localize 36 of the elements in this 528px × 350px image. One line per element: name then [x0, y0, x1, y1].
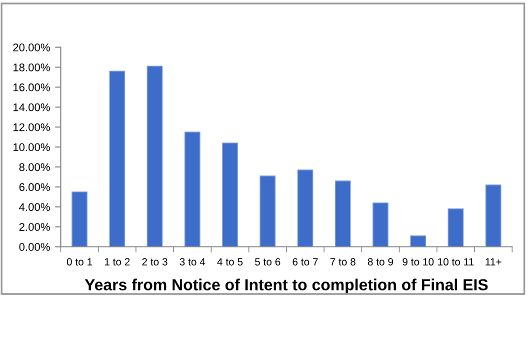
x-tick-label: 0 to 1	[66, 258, 92, 266]
bar	[109, 70, 126, 247]
bar	[72, 191, 88, 247]
x-tick-label: 10 to 11	[438, 258, 474, 266]
y-tick-label: 4.00%	[19, 203, 50, 211]
bar	[184, 132, 200, 247]
bar	[260, 176, 276, 247]
bar	[372, 202, 388, 247]
bar	[334, 180, 351, 247]
x-axis-title: Years from Notice of Intent to completion of Final EIS	[84, 278, 488, 294]
y-tick-label: 14.00%	[13, 103, 50, 112]
x-tick-label: 8 to 9	[368, 258, 394, 266]
x-tick-label: 4 to 5	[217, 258, 243, 266]
x-tick-label: 2 to 3	[142, 258, 168, 266]
bar	[485, 184, 502, 247]
x-tick-label: 9 to 10	[402, 258, 434, 266]
y-tick-label: 18.00%	[13, 63, 50, 72]
bar	[146, 66, 163, 247]
x-tick-label: 11+	[486, 258, 502, 266]
y-tick-label: 12.00%	[13, 123, 50, 132]
bar	[410, 235, 426, 247]
x-tick-label: 5 to 6	[255, 258, 280, 266]
y-tick-label: 20.00%	[13, 44, 50, 52]
y-tick-label: 6.00%	[19, 183, 50, 192]
bar	[448, 208, 464, 247]
x-tick-label: 6 to 7	[292, 258, 318, 266]
y-tick-label: 16.00%	[13, 83, 50, 92]
y-tick-label: 0.00%	[19, 243, 50, 251]
x-tick-label: 1 to 2	[104, 258, 130, 266]
x-tick-label: 7 to 8	[330, 258, 356, 266]
bar	[297, 170, 314, 247]
y-tick-label: 2.00%	[19, 223, 50, 231]
y-tick-label: 8.00%	[19, 163, 50, 172]
x-tick-label: 3 to 4	[180, 258, 206, 266]
bar	[222, 142, 238, 247]
y-tick-label: 10.00%	[13, 143, 50, 152]
